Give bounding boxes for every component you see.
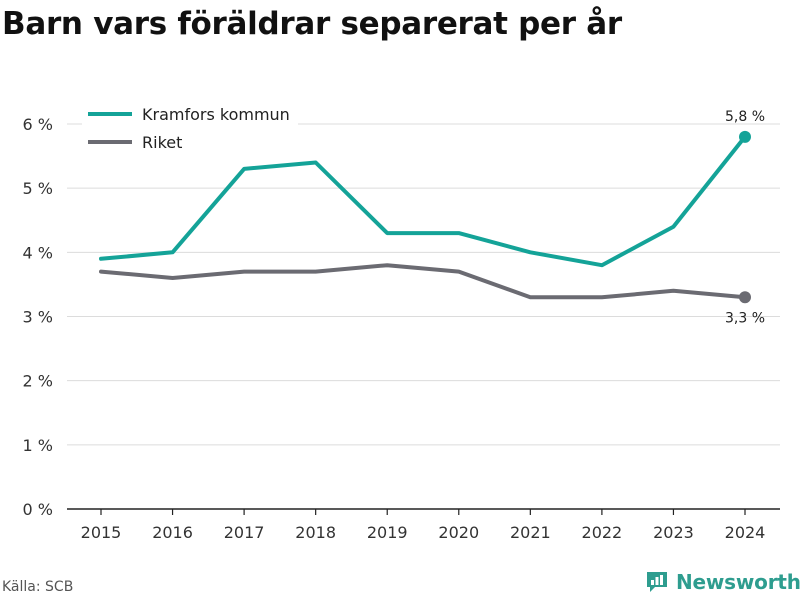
brand-logo: Newsworthy [645, 570, 800, 594]
x-tick-label: 2021 [510, 523, 551, 542]
legend-swatch-riket [88, 140, 132, 144]
y-tick-label: 1 % [23, 436, 53, 455]
x-tick-label: 2019 [367, 523, 408, 542]
x-tick-label: 2016 [152, 523, 193, 542]
legend-item-kramfors: Kramfors kommun [88, 100, 290, 128]
y-tick-label: 3 % [23, 308, 53, 327]
bar-chart-icon [647, 572, 667, 592]
data-label-riket: 3,3 % [725, 310, 765, 326]
series-lines [99, 130, 751, 304]
data-label-kramfors: 5,8 % [725, 109, 765, 125]
end-point-kramfors [739, 130, 751, 143]
x-tick-label: 2024 [725, 523, 766, 542]
x-tick-label: 2017 [224, 523, 265, 542]
legend-item-riket: Riket [88, 128, 290, 156]
x-tick-label: 2022 [582, 523, 623, 542]
x-tick-label: 2015 [81, 523, 122, 542]
y-tick-label: 2 % [23, 372, 53, 391]
chart-title: Barn vars föräldrar separerat per år [2, 6, 622, 42]
x-tick-label: 2018 [295, 523, 336, 542]
x-axis: 2015 2016 2017 2018 2019 2020 2021 2022 2023 2024 [67, 508, 780, 542]
y-tick-label: 0 % [23, 500, 53, 519]
series-line-riket [99, 263, 747, 300]
x-tick-label: 2023 [653, 523, 694, 542]
brand-name: Newsworthy [676, 570, 800, 594]
grid-lines [67, 123, 780, 446]
legend: Kramfors kommun Riket [82, 96, 298, 160]
legend-swatch-kramfors [88, 112, 132, 116]
y-tick-label: 6 % [23, 115, 53, 134]
series-line-kramfors [99, 134, 747, 268]
source-note: Källa: SCB [2, 579, 74, 595]
end-point-riket [739, 291, 751, 304]
legend-label-riket: Riket [142, 132, 183, 152]
y-tick-label: 5 % [23, 179, 53, 198]
legend-label-kramfors: Kramfors kommun [142, 104, 290, 124]
x-tick-label: 2020 [438, 523, 479, 542]
y-axis-ticks: 0 % 1 % 2 % 3 % 4 % 5 % 6 % [23, 115, 53, 519]
end-labels: 5,8 % 3,3 % [725, 109, 765, 326]
y-tick-label: 4 % [23, 243, 53, 262]
